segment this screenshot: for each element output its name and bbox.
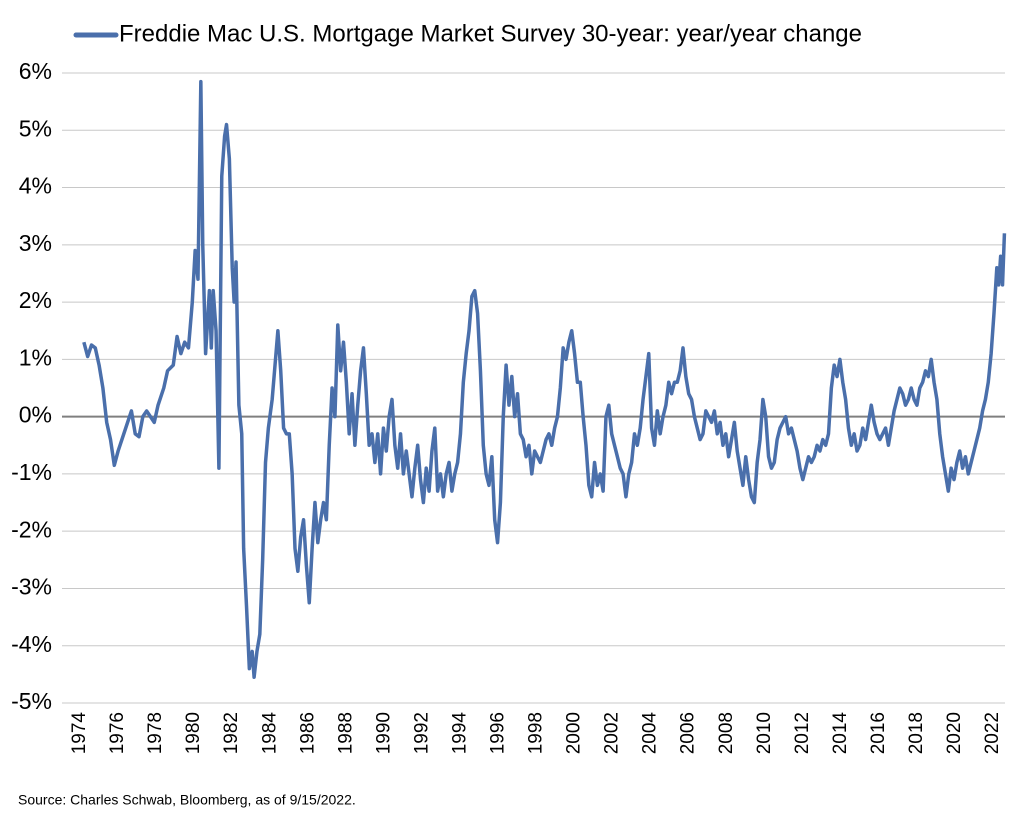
- y-tick-label: 1%: [19, 344, 52, 370]
- legend-label: Freddie Mac U.S. Mortgage Market Survey …: [119, 20, 862, 47]
- x-tick-label: 1984: [259, 712, 280, 755]
- x-tick-label: 2004: [640, 712, 661, 755]
- x-tick-label: 1976: [107, 712, 128, 754]
- data-line: [82, 79, 1007, 679]
- x-tick-label: 2000: [564, 712, 585, 754]
- y-tick-label: -1%: [11, 459, 52, 485]
- x-tick-label: 1974: [69, 712, 90, 755]
- y-tick-label: -5%: [11, 688, 52, 714]
- y-tick-label: 3%: [19, 230, 52, 256]
- x-tick-label: 1994: [449, 712, 470, 755]
- y-tick-label: 5%: [19, 115, 52, 141]
- x-tick-label: 1992: [411, 712, 432, 754]
- y-tick-label: 0%: [19, 402, 52, 428]
- y-tick-label: -3%: [11, 574, 52, 600]
- x-tick-label: 2002: [602, 712, 623, 754]
- source-note: Source: Charles Schwab, Bloomberg, as of…: [18, 792, 356, 808]
- x-tick-label: 1990: [373, 712, 394, 754]
- x-tick-label: 2006: [678, 712, 699, 754]
- y-tick-label: 2%: [19, 287, 52, 313]
- x-tick-label: 2008: [716, 712, 737, 754]
- x-tick-label: 1998: [526, 712, 547, 754]
- x-tick-label: 1988: [335, 712, 356, 754]
- x-tick-label: 2020: [944, 712, 965, 754]
- x-tick-label: 2022: [982, 712, 1003, 754]
- y-tick-label: 6%: [19, 58, 52, 84]
- x-tick-label: 1980: [183, 712, 204, 754]
- x-tick-label: 2012: [792, 712, 813, 754]
- x-tick-label: 2010: [754, 712, 775, 754]
- y-tick-label: -4%: [11, 631, 52, 657]
- x-tick-label: 1996: [488, 712, 509, 754]
- x-tick-label: 1982: [221, 712, 242, 754]
- y-tick-label: 4%: [19, 173, 52, 199]
- x-tick-label: 2014: [830, 712, 851, 755]
- x-tick-label: 1986: [297, 712, 318, 754]
- x-tick-label: 2018: [906, 712, 927, 754]
- x-tick-label: 2016: [868, 712, 889, 754]
- y-tick-label: -2%: [11, 516, 52, 542]
- x-tick-label: 1978: [145, 712, 166, 754]
